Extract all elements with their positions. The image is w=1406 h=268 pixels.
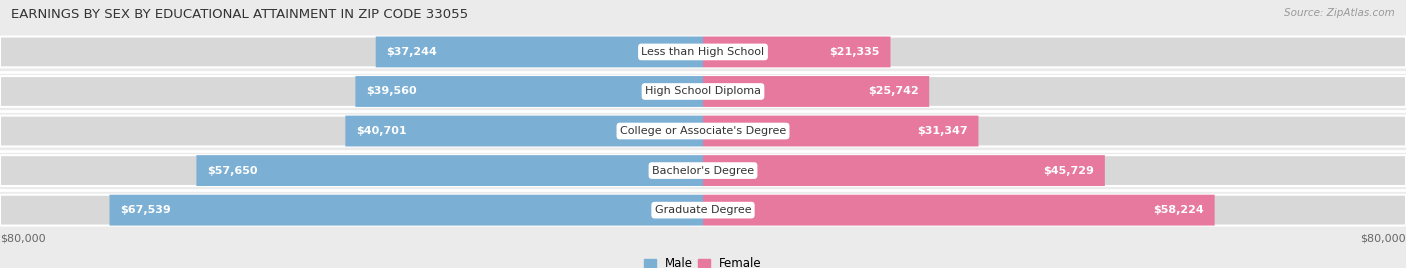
FancyBboxPatch shape	[197, 155, 703, 186]
FancyBboxPatch shape	[703, 116, 979, 146]
FancyBboxPatch shape	[0, 155, 1406, 186]
Text: $58,224: $58,224	[1153, 205, 1204, 215]
Text: $45,729: $45,729	[1043, 166, 1094, 176]
FancyBboxPatch shape	[703, 155, 1105, 186]
Text: Graduate Degree: Graduate Degree	[655, 205, 751, 215]
Text: College or Associate's Degree: College or Associate's Degree	[620, 126, 786, 136]
FancyBboxPatch shape	[0, 76, 1406, 107]
Text: $37,244: $37,244	[387, 47, 437, 57]
Text: $39,560: $39,560	[366, 87, 416, 96]
FancyBboxPatch shape	[0, 36, 1406, 67]
Text: $40,701: $40,701	[356, 126, 406, 136]
FancyBboxPatch shape	[356, 76, 703, 107]
Text: Source: ZipAtlas.com: Source: ZipAtlas.com	[1284, 8, 1395, 18]
Text: $67,539: $67,539	[120, 205, 170, 215]
Text: EARNINGS BY SEX BY EDUCATIONAL ATTAINMENT IN ZIP CODE 33055: EARNINGS BY SEX BY EDUCATIONAL ATTAINMEN…	[11, 8, 468, 21]
Text: High School Diploma: High School Diploma	[645, 87, 761, 96]
Text: $80,000: $80,000	[0, 234, 45, 244]
FancyBboxPatch shape	[375, 36, 703, 67]
FancyBboxPatch shape	[703, 195, 1215, 226]
Text: $57,650: $57,650	[207, 166, 257, 176]
Text: $80,000: $80,000	[1361, 234, 1406, 244]
FancyBboxPatch shape	[0, 116, 1406, 146]
Text: Bachelor's Degree: Bachelor's Degree	[652, 166, 754, 176]
Text: $21,335: $21,335	[830, 47, 880, 57]
FancyBboxPatch shape	[110, 195, 703, 226]
Legend: Male, Female: Male, Female	[640, 252, 766, 268]
FancyBboxPatch shape	[703, 76, 929, 107]
Text: $31,347: $31,347	[917, 126, 967, 136]
Text: $25,742: $25,742	[868, 87, 918, 96]
FancyBboxPatch shape	[703, 36, 890, 67]
FancyBboxPatch shape	[346, 116, 703, 146]
Text: Less than High School: Less than High School	[641, 47, 765, 57]
FancyBboxPatch shape	[0, 195, 1406, 226]
